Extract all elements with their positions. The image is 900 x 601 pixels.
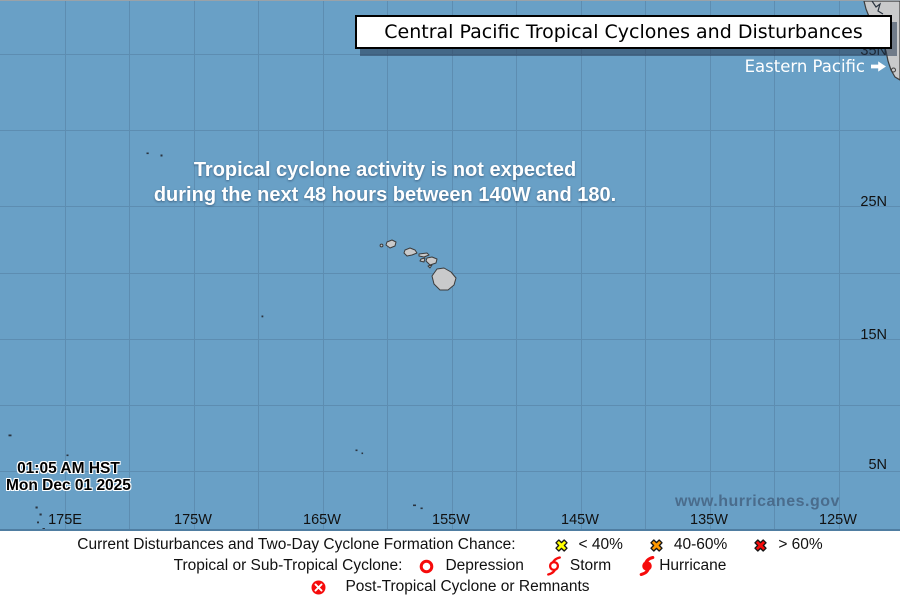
coastline-detail	[871, 1, 884, 15]
gridline-vertical	[258, 1, 259, 529]
issuance-date: Mon Dec 01 2025	[6, 477, 131, 494]
legend-depression-label: Depression	[445, 557, 524, 574]
lon-label: 175W	[174, 512, 212, 528]
legend-40-60-label: 40-60%	[673, 536, 728, 553]
gridline-vertical	[129, 1, 130, 529]
hurricanes-gov-watermark: www.hurricanes.gov	[675, 493, 840, 510]
legend-lt40-label: < 40%	[578, 536, 623, 553]
depression-circle-icon	[418, 558, 435, 575]
gridline-vertical	[580, 1, 582, 529]
lon-label: 155W	[432, 512, 470, 528]
legend-post-tropical-label: Post-Tropical Cyclone or Remnants	[345, 578, 590, 595]
gridline-horizontal	[0, 339, 900, 340]
gridline-horizontal	[0, 405, 900, 406]
island-kahoolawe	[427, 264, 433, 269]
issuance-timestamp: 01:05 AM HST Mon Dec 01 2025	[6, 460, 131, 494]
island-niihau	[379, 243, 384, 248]
legend-row-post-tropical: Post-Tropical Cyclone or Remnants	[0, 577, 900, 597]
outlook-notice-line2: during the next 48 hours between 140W an…	[153, 184, 617, 206]
x-mark-yellow-icon	[552, 536, 571, 555]
gridline-vertical	[838, 1, 840, 529]
hurricane-swirl-icon	[637, 556, 657, 576]
gridline-vertical	[64, 1, 66, 529]
lon-label: 175E	[48, 512, 82, 528]
gridline-horizontal	[0, 273, 900, 274]
x-mark-red-icon	[751, 536, 770, 555]
legend-disturbance-label: Current Disturbances and Two-Day Cyclone…	[77, 536, 516, 553]
issuance-time: 01:05 AM HST	[17, 460, 120, 477]
legend-gt60-label: > 60%	[778, 536, 823, 553]
legend: Current Disturbances and Two-Day Cyclone…	[0, 531, 900, 601]
gridline-vertical	[516, 1, 517, 529]
gridline-vertical	[451, 1, 453, 529]
legend-row-disturbances: Current Disturbances and Two-Day Cyclone…	[0, 535, 900, 555]
gridline-vertical	[322, 1, 324, 529]
lon-label: 165W	[303, 512, 341, 528]
lon-label: 135W	[690, 512, 728, 528]
gridline-horizontal	[0, 471, 900, 472]
island-oahu	[403, 247, 418, 257]
gridline-horizontal	[0, 130, 900, 131]
legend-cyclone-label: Tropical or Sub-Tropical Cyclone:	[173, 557, 403, 574]
lon-label: 125W	[819, 512, 857, 528]
outlook-notice-line1: Tropical cyclone activity is not expecte…	[193, 159, 577, 181]
gridline-horizontal	[0, 54, 900, 55]
outlook-notice: Tropical cyclone activity is not expecte…	[55, 158, 715, 208]
hawaiian-islands	[379, 239, 457, 291]
coastal-island-dot	[891, 67, 896, 73]
lat-label: 5N	[868, 457, 887, 473]
gridline-vertical	[193, 1, 195, 529]
lon-label: 145W	[561, 512, 599, 528]
gridline-vertical	[645, 1, 646, 529]
island-maui	[425, 256, 438, 266]
gridline-horizontal	[0, 206, 900, 207]
map-land-overlay	[8, 1, 900, 529]
legend-row-cyclones: Tropical or Sub-Tropical Cyclone: Depres…	[0, 556, 900, 576]
gridline-vertical	[774, 1, 775, 529]
eastern-pacific-label: Eastern Pacific	[744, 57, 865, 76]
storm-swirl-icon	[544, 556, 564, 576]
lat-label: 25N	[860, 194, 887, 210]
legend-hurricane-label: Hurricane	[659, 557, 727, 574]
right-arrow-icon	[871, 61, 886, 72]
gridline-vertical	[387, 1, 388, 529]
post-tropical-circle-x-icon	[310, 579, 327, 596]
map-title: Central Pacific Tropical Cyclones and Di…	[355, 15, 892, 49]
x-mark-orange-icon	[647, 536, 666, 555]
map[interactable]: Central Pacific Tropical Cyclones and Di…	[0, 0, 900, 532]
gridline-vertical	[709, 1, 711, 529]
legend-storm-label: Storm	[569, 557, 612, 574]
lat-label: 15N	[860, 327, 887, 343]
island-molokai	[418, 252, 430, 258]
eastern-pacific-link[interactable]: Eastern Pacific	[745, 57, 886, 76]
island-lanai	[419, 257, 426, 263]
